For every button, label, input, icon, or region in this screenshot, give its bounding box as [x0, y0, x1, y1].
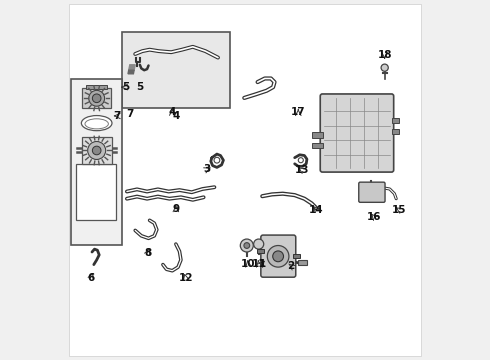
Circle shape: [89, 90, 104, 106]
Circle shape: [92, 94, 101, 103]
Circle shape: [240, 239, 253, 252]
Ellipse shape: [81, 116, 112, 131]
Text: 7: 7: [114, 111, 121, 121]
Bar: [257, 249, 264, 253]
Text: 1: 1: [259, 258, 266, 269]
Bar: [312, 132, 323, 138]
Text: 15: 15: [392, 204, 406, 215]
Polygon shape: [128, 70, 134, 74]
Circle shape: [381, 64, 388, 71]
FancyBboxPatch shape: [320, 94, 393, 172]
Text: 17: 17: [291, 107, 306, 117]
Circle shape: [214, 157, 220, 163]
Text: 2: 2: [288, 261, 294, 271]
Text: 5: 5: [122, 82, 129, 92]
Bar: [81, 137, 112, 164]
Bar: [72, 79, 122, 245]
Circle shape: [273, 251, 284, 262]
Bar: [76, 164, 116, 220]
Circle shape: [244, 243, 250, 248]
FancyBboxPatch shape: [359, 182, 385, 202]
Circle shape: [88, 141, 106, 159]
Text: 4: 4: [169, 107, 176, 117]
Text: 13: 13: [294, 165, 309, 175]
Bar: [392, 118, 399, 123]
Text: 5: 5: [136, 82, 144, 92]
FancyBboxPatch shape: [261, 235, 296, 277]
Bar: [392, 129, 399, 134]
Text: 18: 18: [377, 50, 392, 60]
Bar: [293, 254, 300, 258]
Text: 6: 6: [87, 273, 95, 283]
Text: 10: 10: [241, 258, 255, 269]
Circle shape: [298, 158, 303, 163]
Text: 16: 16: [367, 212, 381, 222]
Bar: [312, 143, 323, 148]
Text: 14: 14: [309, 204, 323, 215]
Bar: [82, 88, 111, 108]
Text: 3: 3: [203, 164, 211, 174]
Polygon shape: [129, 65, 135, 70]
Text: 12: 12: [178, 273, 193, 283]
Bar: [86, 85, 107, 89]
Text: 9: 9: [172, 204, 179, 214]
Bar: [122, 32, 230, 108]
Text: 8: 8: [144, 248, 151, 258]
Bar: [298, 260, 307, 265]
Text: 7: 7: [126, 109, 133, 120]
Circle shape: [268, 246, 289, 267]
Circle shape: [254, 239, 264, 249]
Text: 4: 4: [172, 111, 179, 121]
Text: 11: 11: [251, 258, 266, 269]
Ellipse shape: [85, 119, 108, 129]
Circle shape: [92, 146, 101, 155]
